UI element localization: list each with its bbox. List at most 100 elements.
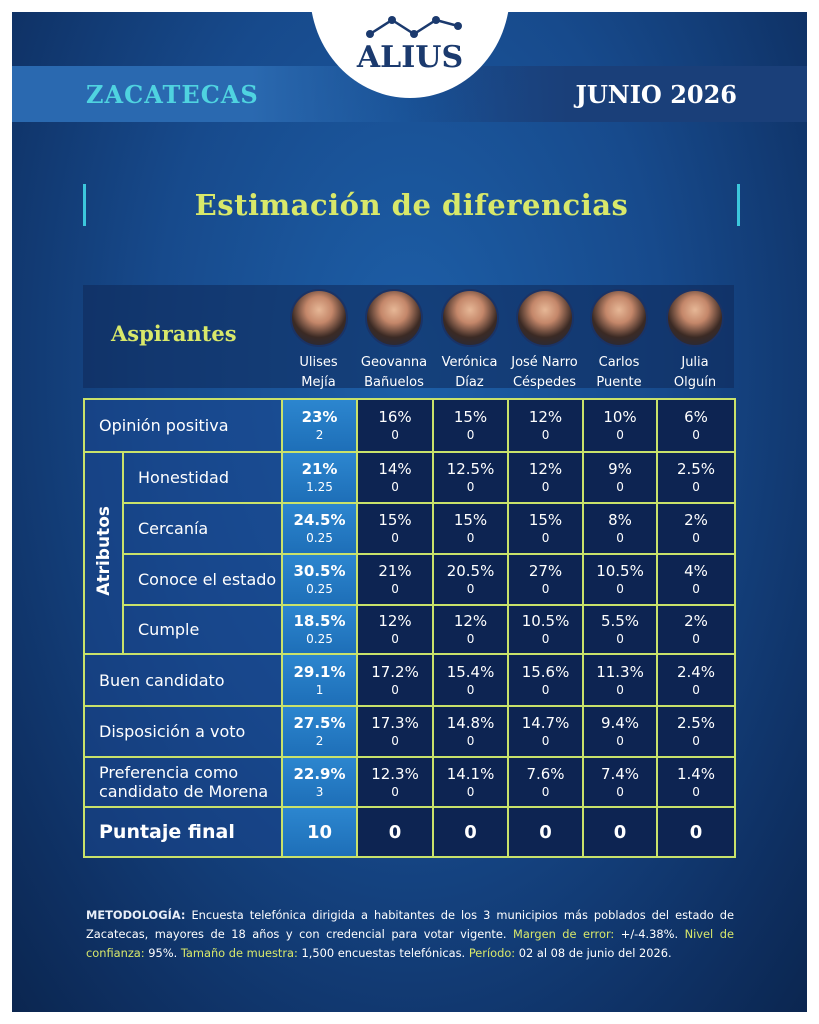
cell: 14.1% 0 bbox=[432, 756, 510, 808]
candidate-name: Mejía bbox=[301, 375, 336, 390]
cell-score: 0 bbox=[692, 682, 700, 697]
cell-value: 6% bbox=[684, 408, 708, 426]
cell: 12% 0 bbox=[507, 451, 585, 504]
row-label: Buen candidato bbox=[82, 653, 284, 707]
cell: 2.5% 0 bbox=[656, 451, 737, 504]
cell-value: 10% bbox=[603, 408, 637, 426]
cell-score: 0 bbox=[616, 531, 624, 545]
cell: 4% 0 bbox=[656, 553, 737, 606]
logo-dots bbox=[366, 16, 462, 38]
cell-value: 12% bbox=[528, 408, 563, 426]
cell-value: 27.5% bbox=[293, 714, 346, 732]
cell-score: 0.25 bbox=[306, 531, 333, 545]
cell-score: 0 bbox=[466, 582, 475, 596]
poster: ALIUS ZACATECAS JUNIO 2026 Estimación de… bbox=[12, 12, 807, 1012]
row-label: Disposición a voto bbox=[82, 705, 284, 758]
cell: 27.5% 2 bbox=[281, 705, 359, 758]
cell: 21% 0 bbox=[356, 553, 435, 606]
candidate-photo bbox=[440, 289, 499, 347]
cell-value: 15% bbox=[453, 511, 488, 529]
row: Cumple 18.5% 0.25 12% 0 12% 0 10.5% 0 5.5% 0 2% 0 bbox=[84, 604, 737, 655]
cell-score: 2 bbox=[315, 428, 324, 442]
candidate: José Narro Céspedes bbox=[507, 289, 582, 393]
cell: 20.5% 0 bbox=[432, 553, 510, 606]
candidate-name: Bañuelos bbox=[364, 375, 424, 390]
cell-score: 0 bbox=[541, 632, 550, 646]
cell-value: 1.4% bbox=[676, 764, 716, 783]
date: JUNIO 2026 bbox=[575, 80, 737, 109]
cell-value: 2% bbox=[684, 612, 708, 630]
table: Opinión positiva 23% 2 16% 0 15% 0 12% 0 10% 0 6% 0 A… bbox=[82, 398, 737, 858]
cell: 2% 0 bbox=[656, 604, 737, 655]
footnote-label: Nivel de confianza: bbox=[86, 927, 734, 960]
cell: 9% 0 bbox=[582, 451, 659, 504]
cell: 12% 0 bbox=[432, 604, 510, 655]
cell-score: 0 bbox=[616, 734, 624, 748]
candidate: Geovanna Bañuelos bbox=[356, 289, 432, 393]
row-label: Conoce el estado bbox=[121, 553, 284, 606]
cell-value: 16% bbox=[378, 408, 412, 426]
cell: 14% 0 bbox=[356, 451, 435, 504]
final-cell: 0 bbox=[656, 806, 737, 858]
cell-score: 0 bbox=[466, 682, 475, 697]
footnote: METODOLOGÍA: Encuesta telefónica dirigid… bbox=[86, 906, 734, 963]
footnote-text: 95%. bbox=[148, 946, 178, 960]
candidate: Verónica Díaz bbox=[432, 289, 507, 393]
row-label-line: Cercanía bbox=[138, 519, 209, 538]
cell-value: 20.5% bbox=[446, 562, 495, 580]
cell-score: 0 bbox=[391, 480, 399, 494]
cell-value: 14.8% bbox=[446, 714, 495, 732]
cell: 15.6% 0 bbox=[507, 653, 585, 707]
cell-value: 30.5% bbox=[293, 562, 346, 580]
row-label-line: Honestidad bbox=[138, 468, 229, 487]
cell-value: 15% bbox=[378, 511, 412, 529]
candidate-photo bbox=[289, 289, 348, 347]
cell-score: 0 bbox=[541, 428, 550, 442]
cell-score: 0 bbox=[692, 428, 700, 442]
header-band bbox=[407, 66, 807, 122]
state: ZACATECAS bbox=[86, 80, 259, 109]
cell: 2.4% 0 bbox=[656, 653, 737, 707]
cell-value: 9.4% bbox=[600, 714, 640, 732]
cell-score: 0 bbox=[466, 632, 475, 646]
cell-score: 1.25 bbox=[306, 480, 333, 494]
cell-value: 17.2% bbox=[371, 662, 419, 681]
cell-score: 0 bbox=[466, 784, 475, 799]
cell-score: 0 bbox=[692, 784, 700, 799]
cell-score: 0 bbox=[541, 480, 550, 494]
cell: 22.9% 3 bbox=[281, 756, 359, 808]
row: Cercanía 24.5% 0.25 15% 0 15% 0 15% 0 8% 0 2% 0 bbox=[84, 502, 737, 555]
cell: 27% 0 bbox=[507, 553, 585, 606]
cell-score: 0 bbox=[541, 784, 550, 799]
cell-value: 17.3% bbox=[371, 714, 419, 732]
candidate-name: Puente bbox=[596, 375, 642, 390]
cell-score: 0 bbox=[391, 682, 399, 697]
cell-score: 0 bbox=[692, 734, 700, 748]
row: Atributos Honestidad 21% 1.25 14% 0 12.5% 0 12% 0… bbox=[83, 451, 737, 655]
cell: 10% 0 bbox=[582, 398, 659, 453]
candidate-name: Carlos bbox=[598, 355, 640, 370]
cell: 18.5% 0.25 bbox=[281, 604, 359, 655]
footnote-label: Tamaño de muestra: bbox=[180, 946, 298, 960]
cell-score: 0 bbox=[541, 582, 550, 596]
cell-value: 4% bbox=[684, 562, 708, 580]
cell-score: 0 bbox=[616, 480, 624, 494]
cell: 15% 0 bbox=[432, 398, 510, 453]
cell: 7.4% 0 bbox=[582, 756, 659, 808]
candidate-name: Verónica bbox=[441, 355, 498, 370]
cell: 1.4% 0 bbox=[656, 756, 737, 808]
footnote-text: +/-4.38%. bbox=[620, 927, 679, 941]
cell-score: 0 bbox=[466, 531, 475, 545]
footnote-text: 02 al 08 de junio del 2026. bbox=[518, 946, 672, 960]
cell-value: 29.1% bbox=[293, 662, 346, 681]
footnote-text: 1,500 encuestas telefónicas. bbox=[301, 946, 466, 960]
footnote-text: Encuesta telefónica dirigida a habitante… bbox=[86, 908, 734, 941]
cell-score: 0 bbox=[391, 734, 399, 748]
row: Conoce el estado 30.5% 0.25 21% 0 20.5% 0 27% 0 1… bbox=[84, 553, 737, 606]
cell-score: 0 bbox=[692, 582, 700, 596]
cell-score: 0 bbox=[466, 734, 475, 748]
cell: 17.2% 0 bbox=[356, 653, 435, 707]
cell-value: 22.9% bbox=[293, 764, 346, 783]
candidate: Ulises Mejía bbox=[281, 289, 356, 393]
cell: 23% 2 bbox=[281, 398, 359, 453]
